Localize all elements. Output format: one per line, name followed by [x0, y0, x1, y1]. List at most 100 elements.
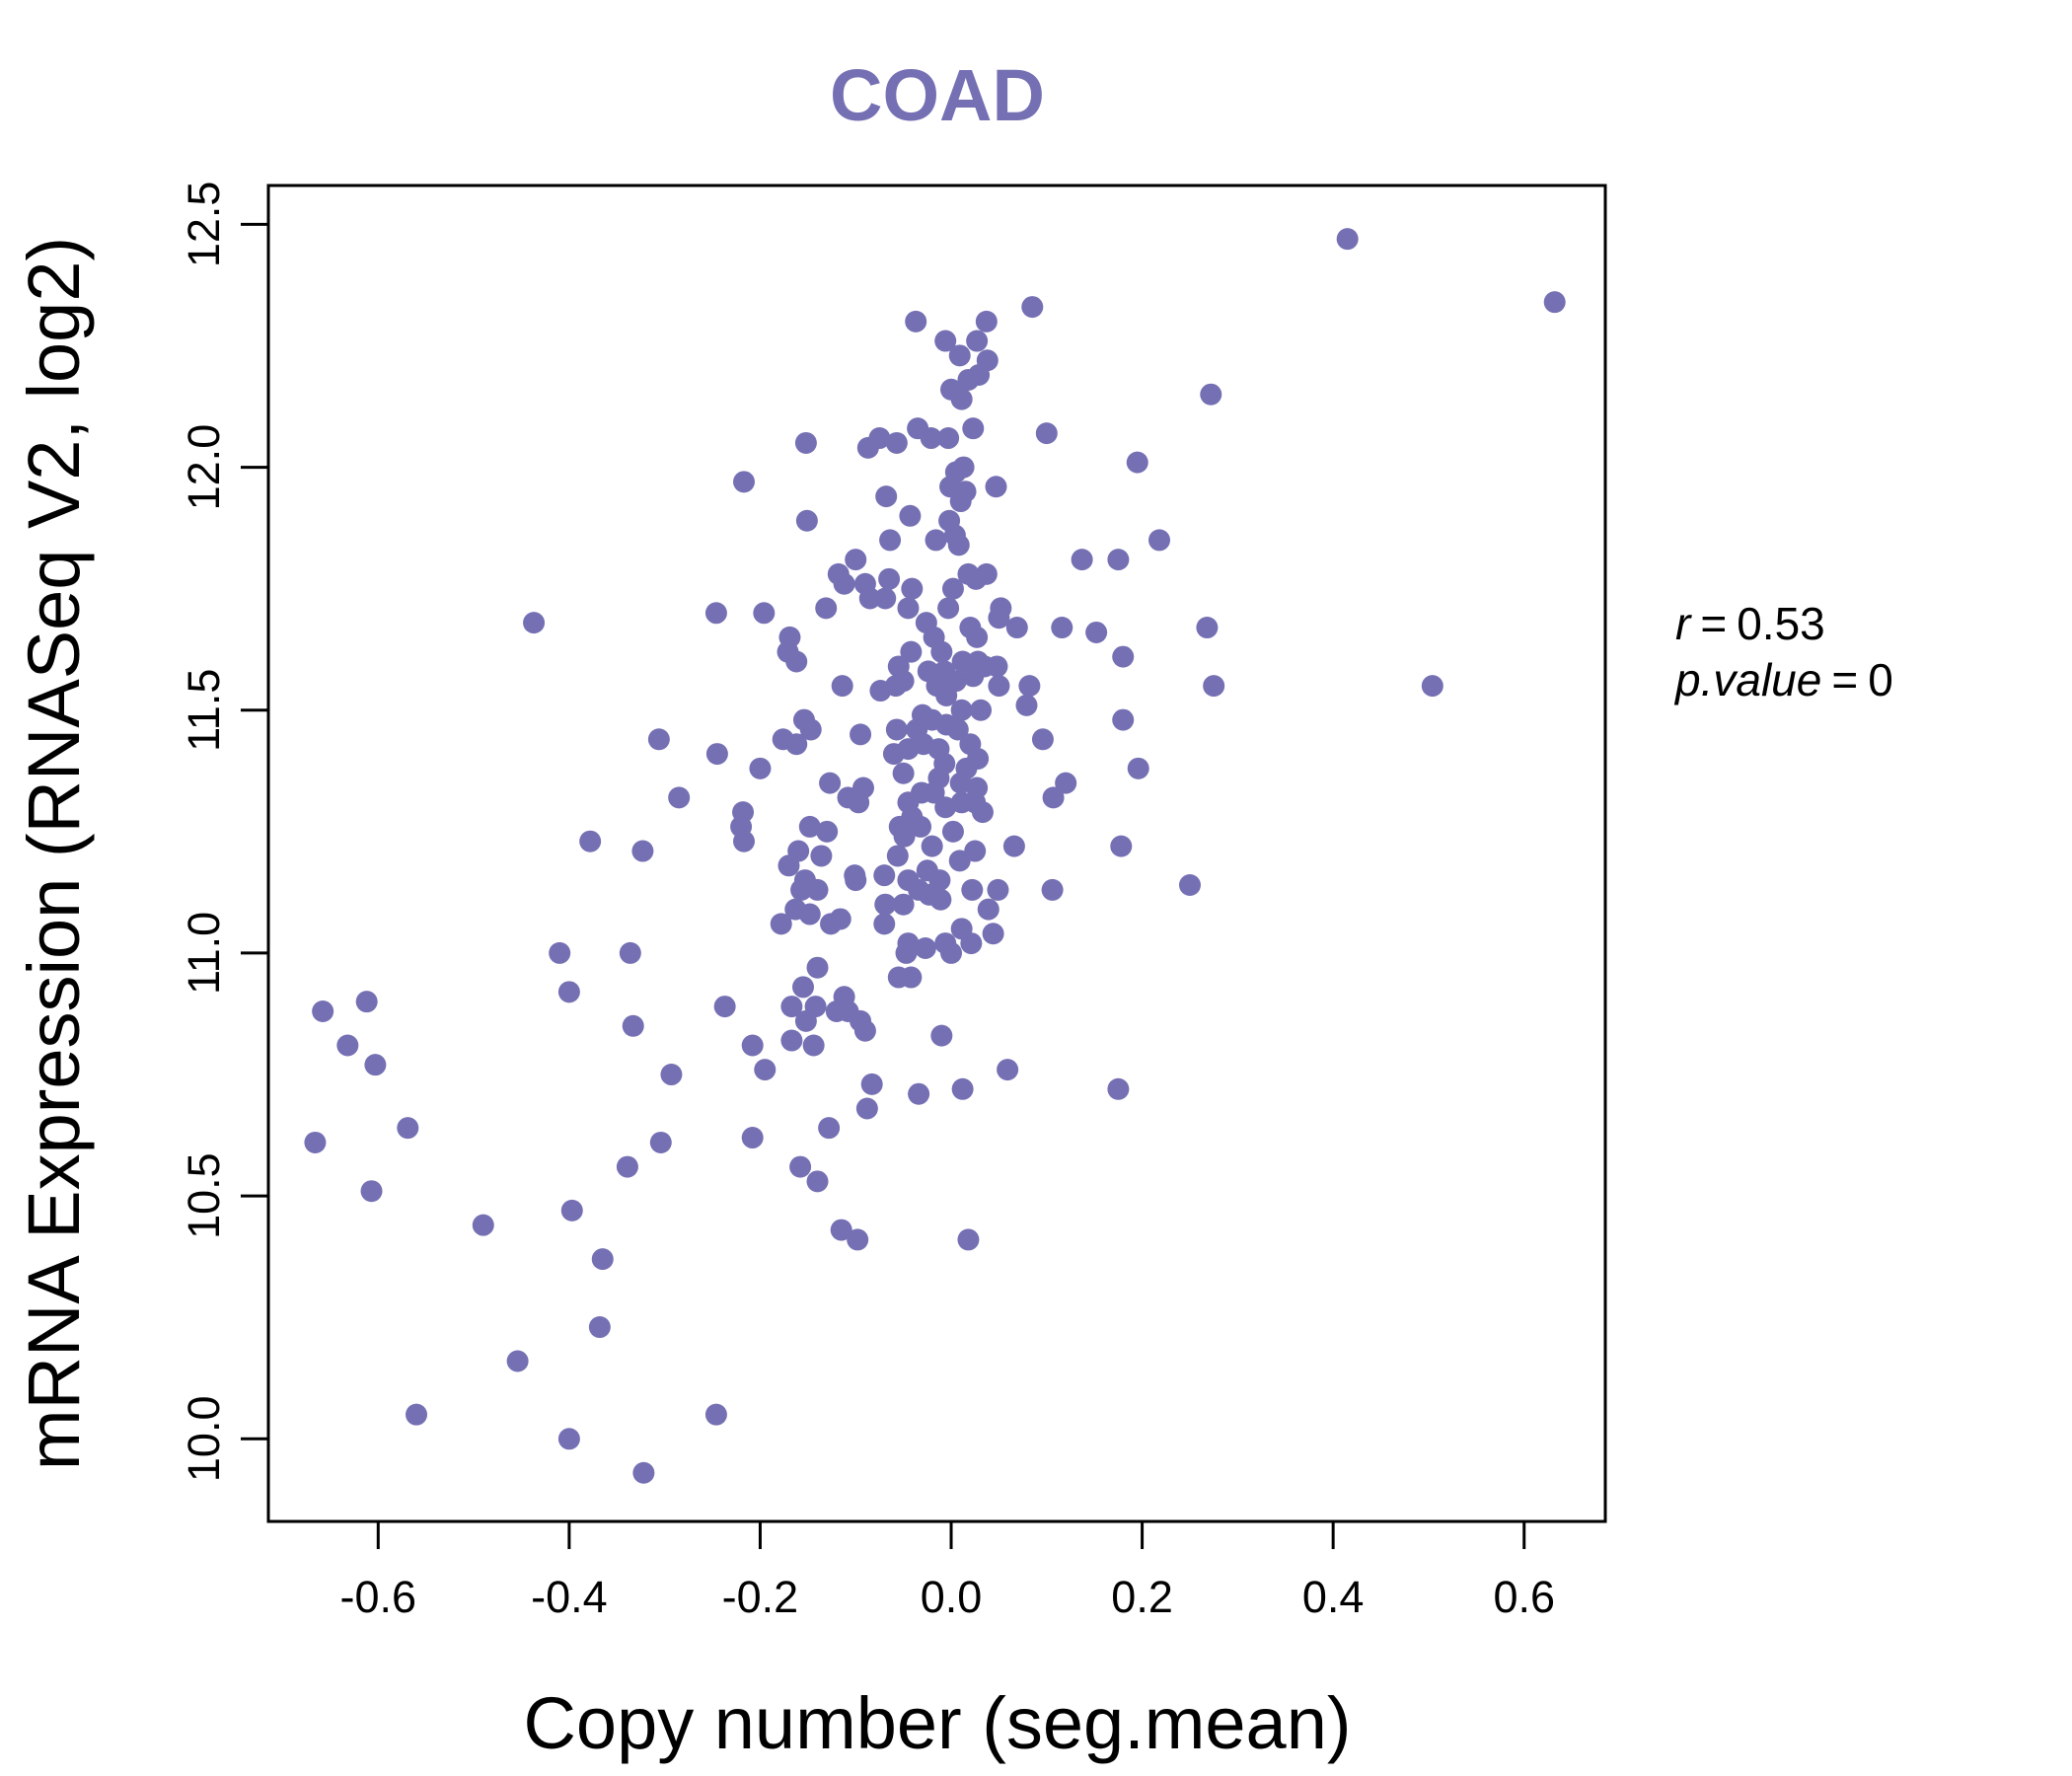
data-point: [1042, 786, 1065, 809]
data-point: [732, 830, 755, 852]
data-point: [798, 815, 821, 838]
data-point: [855, 1097, 878, 1120]
data-point: [850, 723, 872, 746]
data-point: [908, 1082, 930, 1105]
data-point: [304, 1131, 327, 1153]
y-tick-label: 12.0: [179, 424, 229, 511]
data-point: [1002, 835, 1025, 857]
data-point: [749, 757, 772, 779]
data-point: [977, 898, 999, 921]
data-point: [1126, 451, 1148, 474]
data-point: [713, 996, 736, 1018]
data-point: [882, 743, 905, 766]
data-point: [704, 602, 727, 625]
data-point: [1018, 675, 1041, 698]
x-tick-label: -0.2: [722, 1572, 799, 1622]
data-point: [1148, 529, 1171, 552]
data-point: [930, 1024, 953, 1047]
data-point: [895, 941, 918, 964]
data-point: [948, 850, 971, 872]
data-point: [985, 476, 1007, 498]
data-point: [1051, 617, 1073, 639]
data-point: [523, 612, 546, 634]
data-point: [900, 640, 923, 663]
data-point: [705, 743, 728, 766]
data-point: [806, 1170, 829, 1193]
data-point: [973, 655, 996, 678]
data-point: [885, 718, 908, 741]
data-point: [950, 699, 973, 721]
data-point: [825, 1000, 848, 1023]
data-point: [831, 675, 853, 698]
data-point: [815, 597, 838, 620]
data-point: [934, 330, 957, 352]
data-point: [937, 427, 960, 450]
data-point: [925, 529, 947, 552]
data-point: [818, 1117, 841, 1140]
data-point: [949, 490, 972, 513]
data-point: [845, 549, 867, 571]
data-point: [875, 485, 898, 508]
data-point: [753, 602, 776, 625]
data-point: [588, 1316, 611, 1339]
x-axis: -0.6 -0.4 -0.2 0.0 0.2 0.4 0.6: [340, 1521, 1555, 1622]
p-value: 0: [1868, 654, 1893, 705]
data-point: [780, 996, 803, 1018]
data-points: [304, 228, 1566, 1484]
data-point: [819, 772, 842, 794]
r-label: r: [1675, 598, 1692, 649]
data-point: [970, 699, 993, 721]
data-point: [364, 1054, 387, 1076]
data-point: [406, 1403, 428, 1426]
data-point: [829, 908, 851, 930]
data-point: [914, 937, 936, 960]
y-tick-label: 11.0: [179, 912, 229, 995]
data-point: [940, 941, 963, 964]
data-point: [910, 815, 932, 838]
data-point: [780, 1029, 803, 1052]
data-point: [1112, 645, 1135, 668]
y-tick-label: 10.5: [179, 1152, 229, 1239]
data-point: [853, 1019, 876, 1042]
data-point: [1085, 621, 1108, 643]
data-point: [360, 1180, 383, 1203]
data-point: [962, 417, 985, 440]
data-point: [785, 733, 808, 756]
data-point: [948, 344, 971, 367]
data-point: [631, 840, 654, 862]
data-point: [560, 1199, 583, 1221]
data-point: [930, 640, 953, 663]
data-point: [778, 626, 801, 648]
data-point: [856, 436, 879, 459]
data-point: [1015, 694, 1038, 716]
data-point: [858, 587, 881, 610]
data-point: [988, 607, 1010, 629]
data-point: [957, 368, 980, 391]
data-point: [754, 1059, 777, 1081]
data-point: [816, 820, 839, 843]
data-point: [616, 1155, 638, 1178]
data-point: [792, 708, 815, 731]
data-point: [873, 913, 896, 935]
data-point: [549, 941, 571, 964]
data-point: [900, 966, 923, 989]
chart-title: COAD: [830, 54, 1045, 136]
data-point: [951, 1077, 974, 1100]
data-point: [591, 1248, 614, 1271]
data-point: [966, 330, 989, 352]
data-point: [897, 597, 920, 620]
data-point: [741, 1127, 764, 1149]
data-point: [879, 529, 902, 552]
y-tick-label: 10.0: [179, 1396, 229, 1483]
data-point: [792, 976, 814, 999]
data-point: [874, 587, 897, 610]
data-point: [885, 431, 908, 454]
data-point: [1107, 549, 1130, 571]
data-point: [833, 572, 855, 595]
data-point: [874, 893, 897, 916]
data-point: [886, 845, 909, 867]
data-point: [946, 718, 969, 741]
data-point: [1336, 228, 1359, 251]
data-point: [899, 504, 922, 527]
